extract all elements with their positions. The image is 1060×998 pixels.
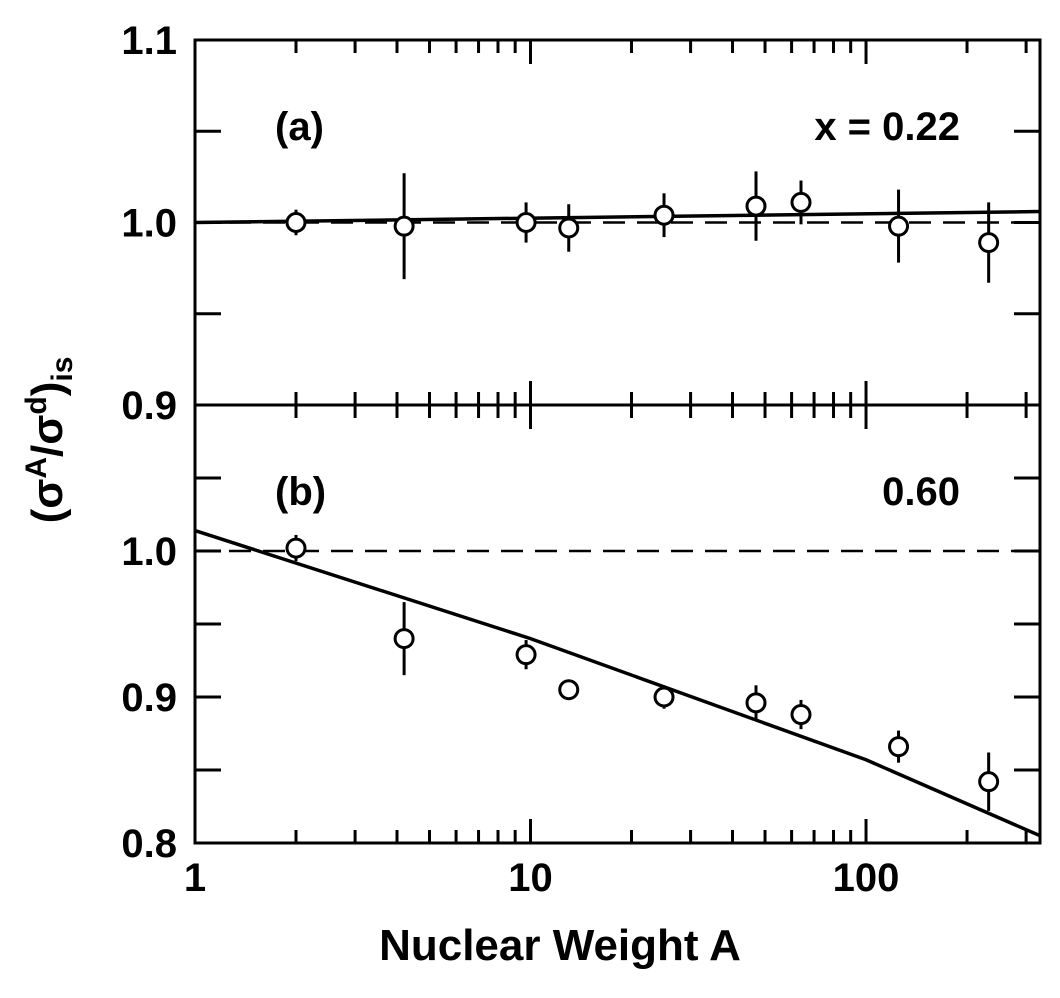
y-label-part: ) [23, 382, 72, 397]
data-point [888, 736, 910, 758]
data-point [285, 537, 307, 559]
y-tick-label: 0.9 [121, 676, 177, 720]
y-tick-label: 1.0 [121, 202, 177, 246]
x-axis-label: Nuclear Weight A [379, 921, 741, 970]
data-point [790, 704, 812, 726]
data-point [558, 679, 580, 701]
panel-label: (a) [275, 105, 324, 149]
data-point [515, 644, 537, 666]
y-label-sup: d [20, 396, 53, 414]
data-point [285, 212, 307, 233]
data-point [515, 212, 537, 233]
panel-label: (b) [275, 470, 326, 514]
data-point [978, 771, 1000, 793]
data-point [653, 686, 675, 708]
y-tick-label: 0.9 [121, 384, 177, 428]
panel-annotation: x = 0.22 [814, 105, 960, 149]
x-tick-label: 1 [184, 856, 206, 900]
panel-annotation: 0.60 [882, 470, 960, 514]
y-tick-label: 0.8 [121, 822, 177, 866]
y-tick-label: 1.0 [121, 530, 177, 574]
data-point [888, 215, 910, 237]
y-axis-label: (σA/σd)is [20, 357, 79, 524]
data-point [393, 215, 415, 237]
y-label-part: /σ [23, 415, 72, 457]
x-tick-label: 10 [508, 856, 553, 900]
y-label-part: (σ [23, 479, 72, 524]
data-point [745, 195, 767, 217]
data-point [393, 628, 415, 650]
y-label-sup: A [20, 457, 53, 479]
data-point [745, 692, 767, 714]
data-point [790, 191, 812, 213]
fit-line [194, 528, 1041, 838]
data-point [978, 232, 1000, 254]
data-point [653, 204, 675, 226]
fit-line [194, 209, 1041, 225]
x-tick-label: 100 [833, 856, 900, 900]
y-label-sub: is [46, 357, 79, 382]
y-tick-label: 1.1 [121, 19, 177, 63]
data-point [558, 217, 580, 239]
